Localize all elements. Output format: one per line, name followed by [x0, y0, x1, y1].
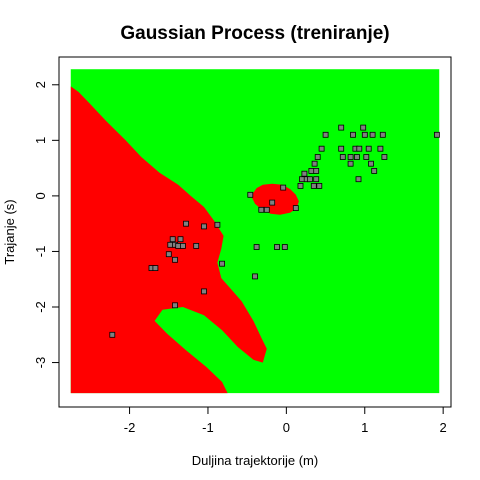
data-point-23: [263, 206, 270, 213]
y-tick-label: 0: [33, 192, 48, 199]
data-point-53: [360, 124, 367, 131]
data-point-1: [109, 331, 116, 338]
decision-region-1: [70, 86, 267, 394]
plot-area: [70, 69, 440, 394]
data-point-17: [214, 221, 221, 228]
x-tick-label: -2: [124, 420, 136, 435]
data-point-52: [356, 145, 363, 152]
x-tick-label: 2: [440, 420, 447, 435]
data-point-25: [274, 244, 280, 250]
chart-title: Gaussian Process (treniranje): [120, 23, 389, 44]
x-tick-label: -1: [202, 420, 214, 435]
data-point-60: [377, 145, 384, 152]
data-point-44: [338, 124, 345, 131]
x-axis-label: Duljina trajektorije (m): [192, 453, 318, 468]
training-points: [109, 124, 440, 338]
data-point-51: [355, 176, 362, 183]
data-point-45: [339, 154, 346, 160]
data-point-35: [310, 182, 317, 189]
data-point-22: [258, 206, 265, 213]
data-point-55: [363, 154, 370, 160]
x-tick-label: 0: [283, 420, 290, 435]
data-point-8: [172, 256, 178, 263]
data-point-16: [201, 288, 207, 295]
data-point-48: [350, 131, 356, 138]
x-axis: -2 -1 0 1 2: [124, 406, 447, 435]
data-point-33: [306, 176, 313, 183]
data-point-20: [252, 273, 258, 280]
y-tick-label: 2: [33, 81, 48, 88]
data-point-31: [301, 170, 308, 177]
data-point-54: [361, 131, 368, 138]
data-point-41: [318, 145, 325, 152]
data-point-26: [281, 244, 288, 250]
data-point-61: [379, 131, 386, 138]
data-point-15: [201, 223, 207, 230]
data-point-46: [347, 154, 354, 160]
data-point-24: [269, 199, 276, 206]
data-point-6: [169, 236, 176, 243]
data-point-13: [172, 302, 178, 309]
data-point-42: [322, 131, 329, 138]
data-point-38: [313, 176, 320, 183]
data-point-30: [299, 176, 305, 183]
y-tick-label: -2: [33, 301, 48, 313]
data-point-62: [381, 154, 388, 160]
data-point-37: [313, 167, 320, 174]
data-point-36: [311, 160, 318, 167]
data-point-9: [175, 242, 182, 249]
data-point-12: [183, 220, 189, 227]
data-point-47: [347, 160, 354, 167]
data-point-21: [253, 244, 260, 250]
data-point-4: [165, 251, 172, 258]
data-point-11: [179, 242, 186, 249]
data-point-10: [177, 236, 184, 243]
data-point-63: [433, 131, 440, 138]
data-point-58: [369, 131, 376, 138]
data-point-14: [193, 242, 200, 249]
data-point-5: [167, 241, 174, 248]
data-point-50: [353, 154, 360, 160]
data-point-59: [371, 167, 378, 174]
data-point-3: [152, 265, 159, 272]
y-tick-label: -1: [33, 246, 48, 258]
y-tick-label: 1: [33, 137, 48, 144]
data-point-18: [219, 260, 226, 267]
data-point-19: [247, 191, 254, 198]
data-point-34: [308, 167, 315, 174]
data-point-57: [368, 160, 374, 167]
data-point-56: [365, 145, 372, 152]
data-point-27: [280, 184, 287, 191]
data-point-39: [314, 154, 321, 160]
y-axis-label: Trajanje (s): [2, 199, 17, 264]
y-tick-label: -3: [33, 357, 48, 369]
y-axis: -3 -2 -1 0 1 2: [33, 81, 60, 369]
x-tick-label: 1: [361, 420, 368, 435]
data-point-28: [292, 205, 299, 212]
data-point-43: [338, 145, 345, 152]
data-point-40: [316, 182, 323, 189]
data-point-29: [297, 182, 304, 189]
